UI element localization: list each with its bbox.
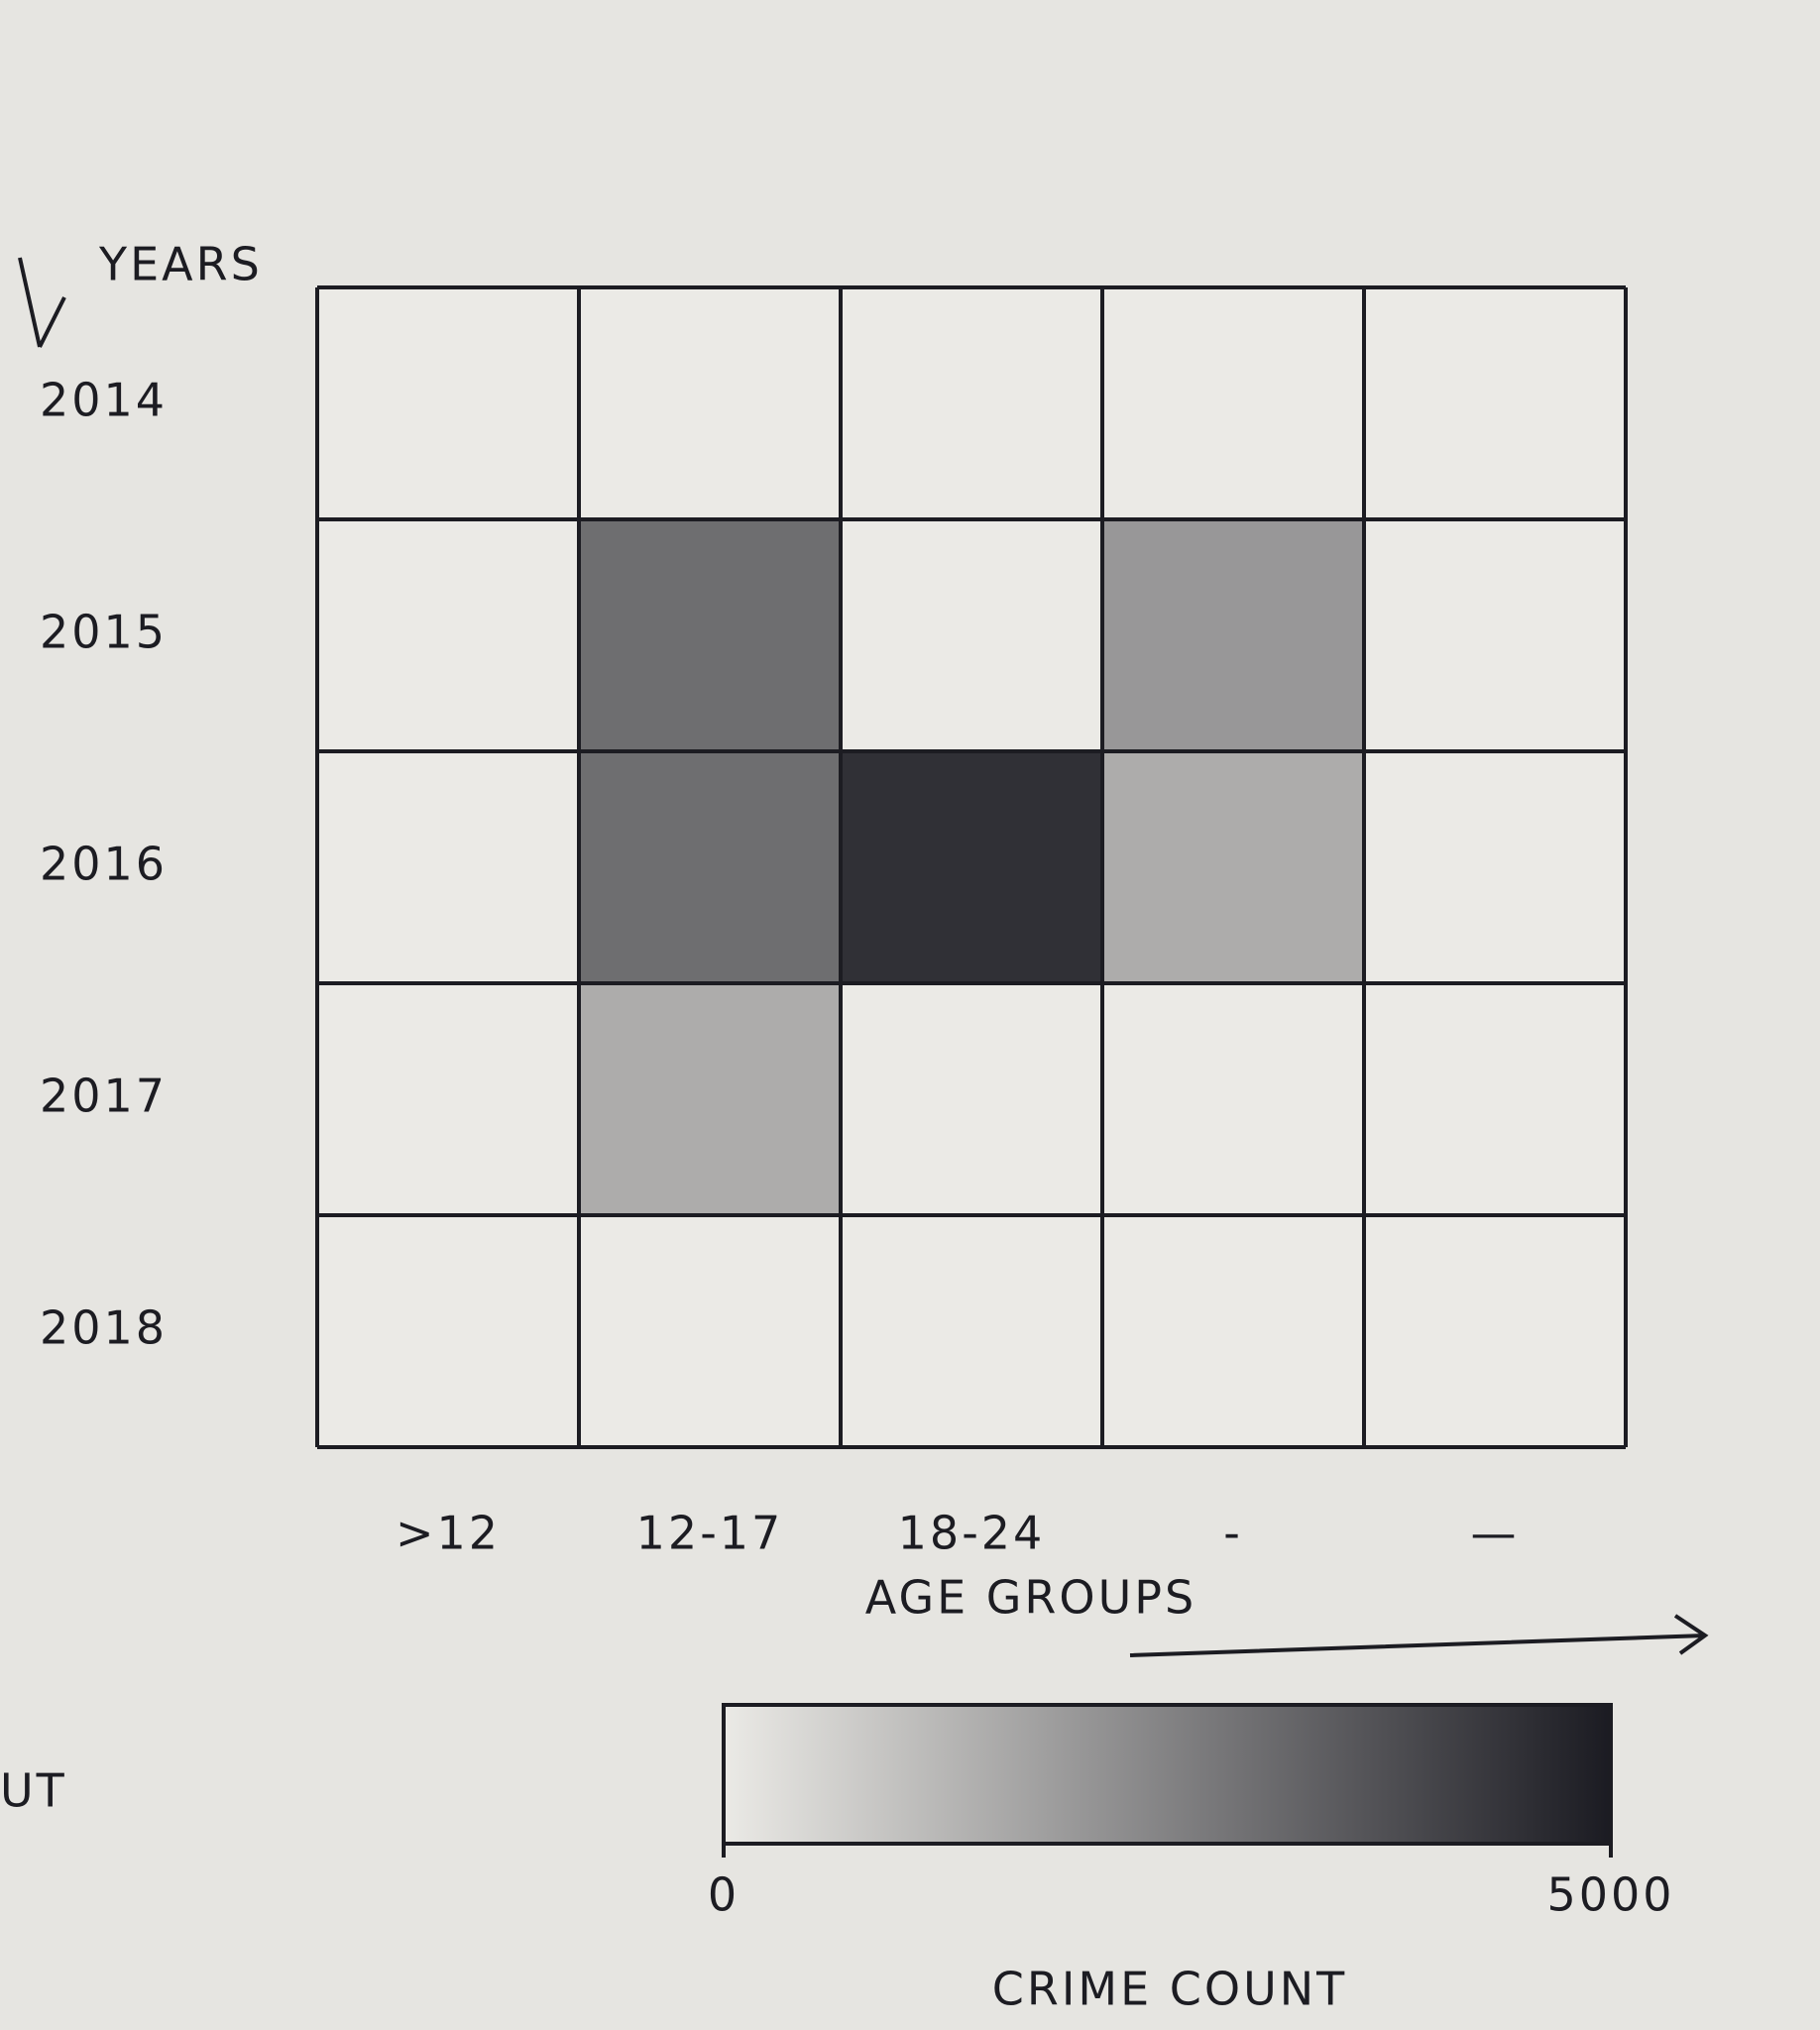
heat-cell <box>1102 751 1364 983</box>
heat-cell <box>579 1215 841 1447</box>
y-tick-label: 2015 <box>40 606 168 659</box>
colorbar-tick-label: 5000 <box>1546 1868 1674 1922</box>
x-tick-label: — <box>1471 1507 1520 1560</box>
x-axis-label: AGE GROUPS <box>865 1571 1196 1625</box>
heat-cell <box>841 983 1102 1215</box>
heat-cell <box>317 287 579 519</box>
heat-cell <box>579 983 841 1215</box>
heat-cell <box>1364 751 1626 983</box>
heat-cell <box>317 983 579 1215</box>
x-tick-label: >12 <box>396 1507 501 1560</box>
heat-cell <box>1102 983 1364 1215</box>
heat-cell <box>1364 983 1626 1215</box>
heat-cell <box>317 1215 579 1447</box>
y-tick-label: 2017 <box>40 1070 168 1123</box>
heat-cell <box>841 751 1102 983</box>
heat-cell <box>1102 519 1364 751</box>
heat-cell <box>579 519 841 751</box>
heat-cell <box>317 519 579 751</box>
heat-cell <box>1364 519 1626 751</box>
x-tick-label: 12-17 <box>636 1507 784 1560</box>
heat-cell <box>317 751 579 983</box>
heat-cell <box>841 287 1102 519</box>
age-arrow <box>1129 1614 1709 1657</box>
heat-cell <box>1364 1215 1626 1447</box>
heat-cell <box>841 519 1102 751</box>
heat-cell <box>579 287 841 519</box>
heat-cell <box>1364 287 1626 519</box>
heat-cell <box>1102 287 1364 519</box>
y-axis-label: YEARS <box>98 238 263 291</box>
colorbar-label: CRIME COUNT <box>992 1963 1348 2016</box>
y-tick-label: 2014 <box>40 374 168 427</box>
colorbar <box>722 1703 1613 1846</box>
x-tick-label: 18-24 <box>898 1507 1046 1560</box>
y-tick-label: 2018 <box>40 1301 168 1355</box>
x-tick-label: - <box>1223 1507 1243 1560</box>
heat-cell <box>1102 1215 1364 1447</box>
y-tick-label: 2016 <box>40 838 168 891</box>
heat-cell <box>841 1215 1102 1447</box>
years-arrow <box>18 257 66 348</box>
side-note: UT <box>0 1764 67 1818</box>
heat-cell <box>579 751 841 983</box>
colorbar-tick-label: 0 <box>708 1868 739 1922</box>
